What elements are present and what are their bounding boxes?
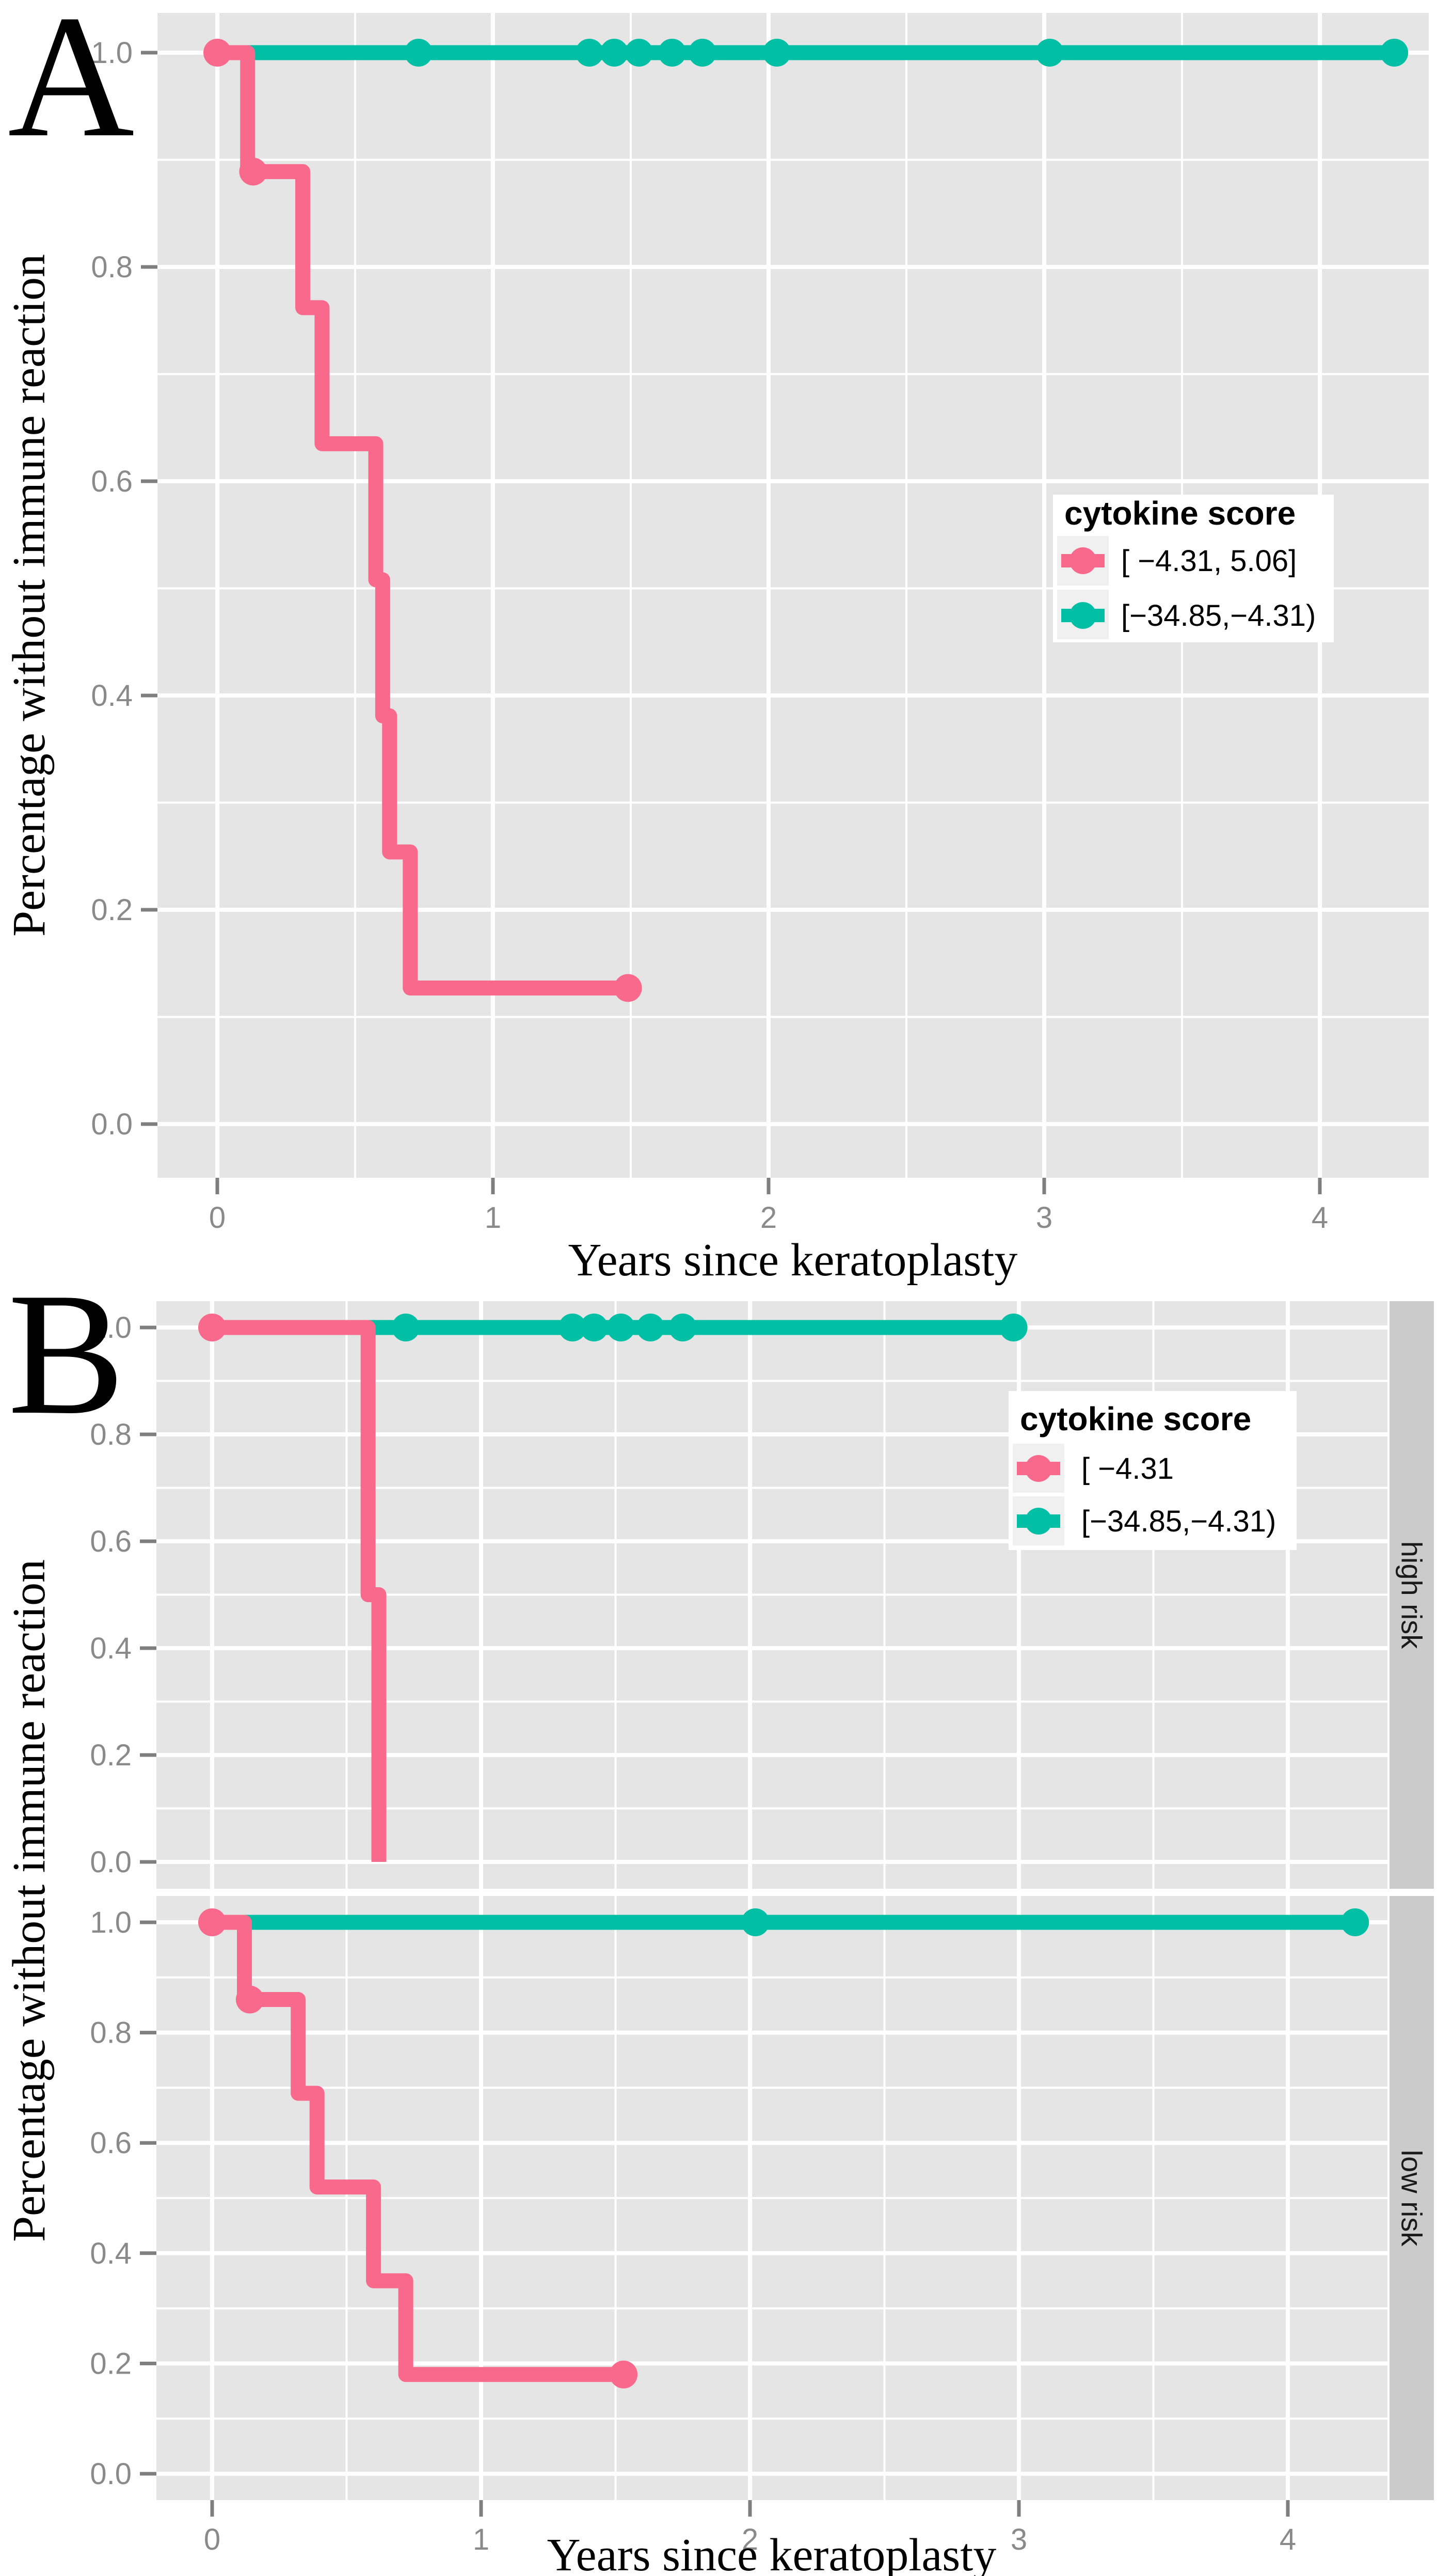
x-tick-label: 1 [485,1201,501,1235]
facet-strip [1390,1301,1434,1889]
y-tick-label: 0.4 [91,679,133,713]
y-tick-label: 0.6 [90,2126,132,2160]
censor-dot-pink [198,1908,226,1936]
panel-B: 1.0 0.8 0.6 0.4 0.2 0.0 high risk 1.0 0.8 0.6 0.4 0… [4,1256,1434,2576]
censor-dot-teal [658,39,686,67]
censor-dot-teal [636,1314,665,1341]
legend-A: cytokine score [ −4.31, 5.06] [−34.85,−4.3… [1053,495,1334,642]
legend-key-dot-pink [1025,1455,1052,1482]
legend-title: cytokine score [1064,495,1296,532]
panel-letter-B: B [8,1256,125,1451]
facet-low risk: 1.0 0.8 0.6 0.4 0.2 0.0 low risk [90,1896,1434,2500]
facet-strip-label: high risk [1396,1541,1428,1650]
y-tick-label: 0.4 [90,1632,132,1665]
censor-dot-teal [999,1314,1028,1341]
facet-strip [1390,1896,1434,2500]
censor-dot-teal [763,39,791,67]
censor-dot-teal [575,39,603,67]
y-tick-label: 0.4 [90,2237,132,2270]
legend-item-label: [−34.85,−4.31) [1121,599,1316,633]
legend-B: cytokine score [ −4.31 [−34.85,−4.31) [1009,1391,1297,1550]
censor-dot-teal [741,1908,770,1936]
legend-item-label: [ −4.31 [1081,1452,1174,1485]
km-curve-pink [212,1320,387,1862]
censor-dot-teal [1380,39,1409,67]
y-tick-label: 0.0 [90,2457,132,2491]
facet-high risk: 1.0 0.8 0.6 0.4 0.2 0.0 high risk [90,1301,1434,1889]
censor-dot-pink [203,39,231,67]
km-curve-pink [212,1915,624,2382]
y-tick-label: 0.6 [90,1525,132,1558]
censor-dot-teal [625,39,653,67]
x-tick-label: 4 [1280,2523,1296,2556]
censor-dot-teal [580,1314,608,1341]
y-tick-label: 1.0 [90,1311,132,1345]
x-tick-label: 3 [1011,2523,1027,2556]
legend-key-dot-teal [1069,602,1096,629]
y-tick-label: 1.0 [90,1906,132,1939]
y-tick-label: 0.2 [90,1739,132,1772]
censor-dot-pink [610,2360,638,2389]
censor-dot-teal [600,39,628,67]
legend-key-dot-pink [1069,547,1096,574]
censor-dot-teal [1035,39,1064,67]
censor-dot-pink [614,974,642,1002]
y-tick-label: 0.0 [91,1108,133,1141]
y-tick-label: 0.8 [90,2016,132,2050]
censor-dot-pink [198,1314,226,1341]
censor-dot-teal [558,1314,587,1341]
x-axis-title: Years since keratoplasty [547,2530,997,2576]
y-tick-label: 0.2 [90,2347,132,2380]
panel-letter-A: A [8,0,135,173]
panel-A: 1.0 0.8 0.6 0.4 0.2 0.0 0 1 2 3 4 Years since kerat… [4,0,1429,1286]
x-tick-label: 0 [209,1201,226,1235]
censor-dot-pink [239,157,267,186]
censor-dot-teal [1341,1908,1369,1936]
legend-title: cytokine score [1020,1400,1251,1437]
y-axis-title: Percentage without immune reaction [4,254,55,937]
censor-dot-teal [688,39,716,67]
x-tick-label: 2 [760,1201,777,1235]
x-tick-label: 3 [1036,1201,1052,1235]
y-tick-label: 0.8 [90,1418,132,1451]
censor-dot-teal [404,39,433,67]
censor-dot-teal [392,1314,420,1341]
y-tick-label: 0.2 [91,893,133,927]
y-tick-label: 0.8 [91,250,133,284]
x-tick-label: 2 [742,2523,758,2556]
y-tick-label: 1.0 [91,36,133,70]
legend-item-label: [ −4.31, 5.06] [1121,544,1297,578]
censor-dot-teal [668,1314,697,1341]
y-tick-label: 0.0 [90,1845,132,1879]
x-axis-title: Years since keratoplasty [568,1235,1018,1286]
x-tick-label: 4 [1312,1201,1328,1235]
x-tick-label: 0 [204,2523,220,2556]
y-axis-title: Percentage without immune reaction [4,1559,55,2242]
legend-key-dot-teal [1025,1508,1052,1535]
censor-dot-teal [606,1314,635,1341]
censor-dot-pink [235,1985,264,2014]
y-tick-label: 0.6 [91,465,133,498]
facet-strip-label: low risk [1396,2150,1428,2247]
legend-item-label: [−34.85,−4.31) [1081,1505,1276,1538]
km-curve-pink [217,45,628,995]
x-tick-label: 1 [473,2523,489,2556]
